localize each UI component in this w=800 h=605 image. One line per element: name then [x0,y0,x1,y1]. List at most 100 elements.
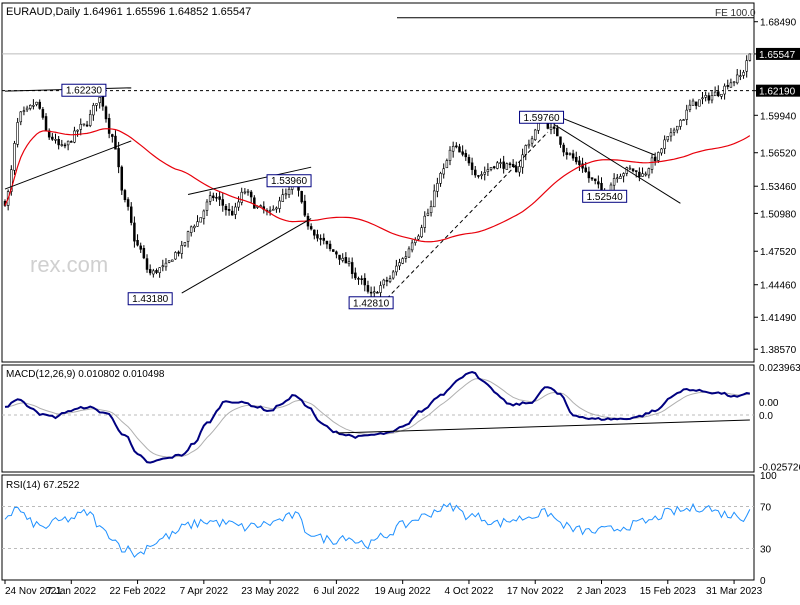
candle-body [129,206,133,223]
candle [382,278,385,289]
candle-body [354,272,357,279]
candle [657,151,660,163]
candle-body [275,207,278,210]
candle [713,86,717,97]
candle-body [385,280,389,282]
candle [95,103,98,112]
candle [215,192,218,202]
candle-body [464,153,468,158]
candle [347,257,351,267]
candle-body [357,278,360,280]
candle-body [562,144,565,153]
candle [152,268,155,278]
price-tag-box [756,47,800,60]
candle [559,136,562,148]
candle [38,99,41,110]
candle-body [142,248,146,259]
candle-body [350,262,354,274]
candle [76,129,79,137]
candle-body [704,95,707,98]
candle-body [316,234,319,239]
candle-body [373,291,376,294]
candle-body [60,144,64,146]
candle [199,217,202,223]
candle-body [177,251,180,254]
candle-body [376,291,379,294]
price-annotation: 1.42810 [348,296,394,310]
candle-body [227,209,231,211]
candle [376,290,379,294]
candle [230,205,234,216]
macd-line [4,371,751,464]
candle-body [51,136,54,140]
candle-body [186,231,190,242]
candle-body [707,95,711,101]
candle [98,97,101,109]
candle [189,225,193,237]
candle [524,144,528,161]
annotation-label: 1.43180 [132,294,169,305]
candle-body [107,118,111,134]
candle-body [268,209,272,212]
candle-body [98,97,101,103]
candle-body [136,240,139,246]
y-tick-label: 1.41490 [760,313,797,324]
trendline [547,111,656,156]
candle-body [669,132,673,137]
candle-body [508,163,512,166]
candle [243,188,247,195]
candle [174,251,177,260]
x-tick-label: 15 Feb 2023 [640,586,697,597]
candle-body [590,177,594,180]
candle-body [158,267,161,274]
candle [682,118,685,121]
candle-body [647,168,651,176]
price-tag: 1.62190 [756,84,800,98]
candle [477,174,480,179]
annotation-label: 1.53960 [271,176,308,187]
candle-body [423,215,427,228]
candle-body [95,103,98,106]
annotation-box [127,292,173,306]
candle-body [363,277,367,286]
candle [704,91,707,102]
candle-body [518,166,521,173]
candle-body [474,169,477,176]
candle [391,270,395,280]
candle-body [382,279,385,286]
candle-body [448,149,452,161]
candle [275,206,278,213]
candle [578,155,581,171]
rsi-title: RSI(14) 67.2522 [6,480,80,491]
candle-body [167,260,171,263]
candle [483,166,486,181]
candle-body [521,154,524,168]
candle [249,190,253,204]
candle [51,133,54,141]
candle [685,104,688,126]
candle-body [587,171,591,179]
rsi-tick-label: 70 [760,503,772,514]
candle-body [395,265,398,273]
candle-body [70,141,73,143]
candle [234,202,237,220]
candle-body [499,162,502,164]
price-annotation: 1.43180 [127,292,173,306]
trendline [187,166,312,196]
candle [341,253,344,263]
candle [533,128,537,141]
rsi-pane [1,474,755,581]
candle-body [29,105,32,109]
candle-body [189,226,193,233]
candle-body [701,97,704,100]
candle-body [196,221,199,227]
candle-body [240,191,243,203]
candle [745,55,748,78]
candle-body [470,162,474,170]
trendline [386,131,549,299]
candle-body [155,270,158,273]
candle-body [218,196,221,200]
candle [344,252,348,264]
candle-body [369,291,373,294]
candle [508,161,512,169]
